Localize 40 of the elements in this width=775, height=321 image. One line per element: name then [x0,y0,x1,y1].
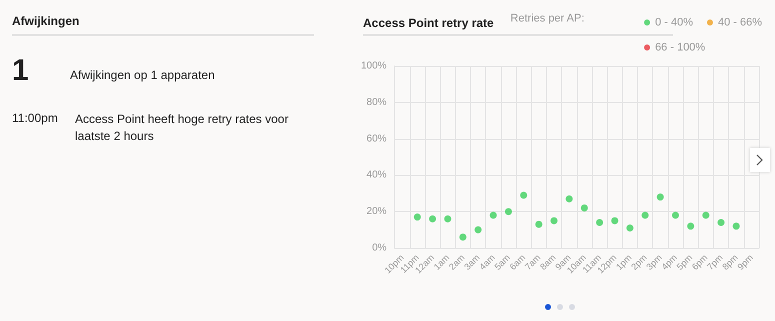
point [732,222,740,230]
text: 1 [12,54,29,88]
point [718,219,725,226]
point [687,222,694,230]
point [566,195,573,202]
legend-label: 66 - 100% [655,42,706,54]
legend-title: Retries per AP: [510,12,584,24]
point [626,224,634,232]
point [580,204,588,212]
legend-label: 0 - 40% [655,16,694,28]
y-tick-label: 20% [366,206,387,218]
point [520,192,528,199]
x-tick-label: 2am [447,252,466,272]
point [550,217,558,224]
point [656,194,664,201]
legend-label: 40 - 66% [718,16,762,28]
point [504,208,512,216]
x-tick-label: 9pm [736,252,755,272]
text: Afwijkingen [12,13,80,30]
point [444,215,452,222]
y-tick-label: 40% [366,170,387,181]
point [596,219,604,226]
point [490,212,497,219]
y-tick-label: 80% [366,96,387,108]
point [429,215,436,222]
y-tick-label: 60% [366,133,387,144]
point [702,212,710,219]
chart-title: Access Point retry rate [363,16,494,30]
y-tick-label: 100% [361,60,387,72]
point [474,226,482,234]
y-tick-label: 0% [372,242,387,254]
point [642,212,649,219]
point [611,217,618,224]
text: Afwijkingen op 1 apparaten [70,68,215,82]
point [672,212,679,219]
point [535,220,542,228]
text: Access Point heeft hoge retry rates voor laatste 2 hours [75,111,290,145]
point [414,214,421,221]
text: 11:00pm [12,111,58,125]
point [459,234,466,241]
